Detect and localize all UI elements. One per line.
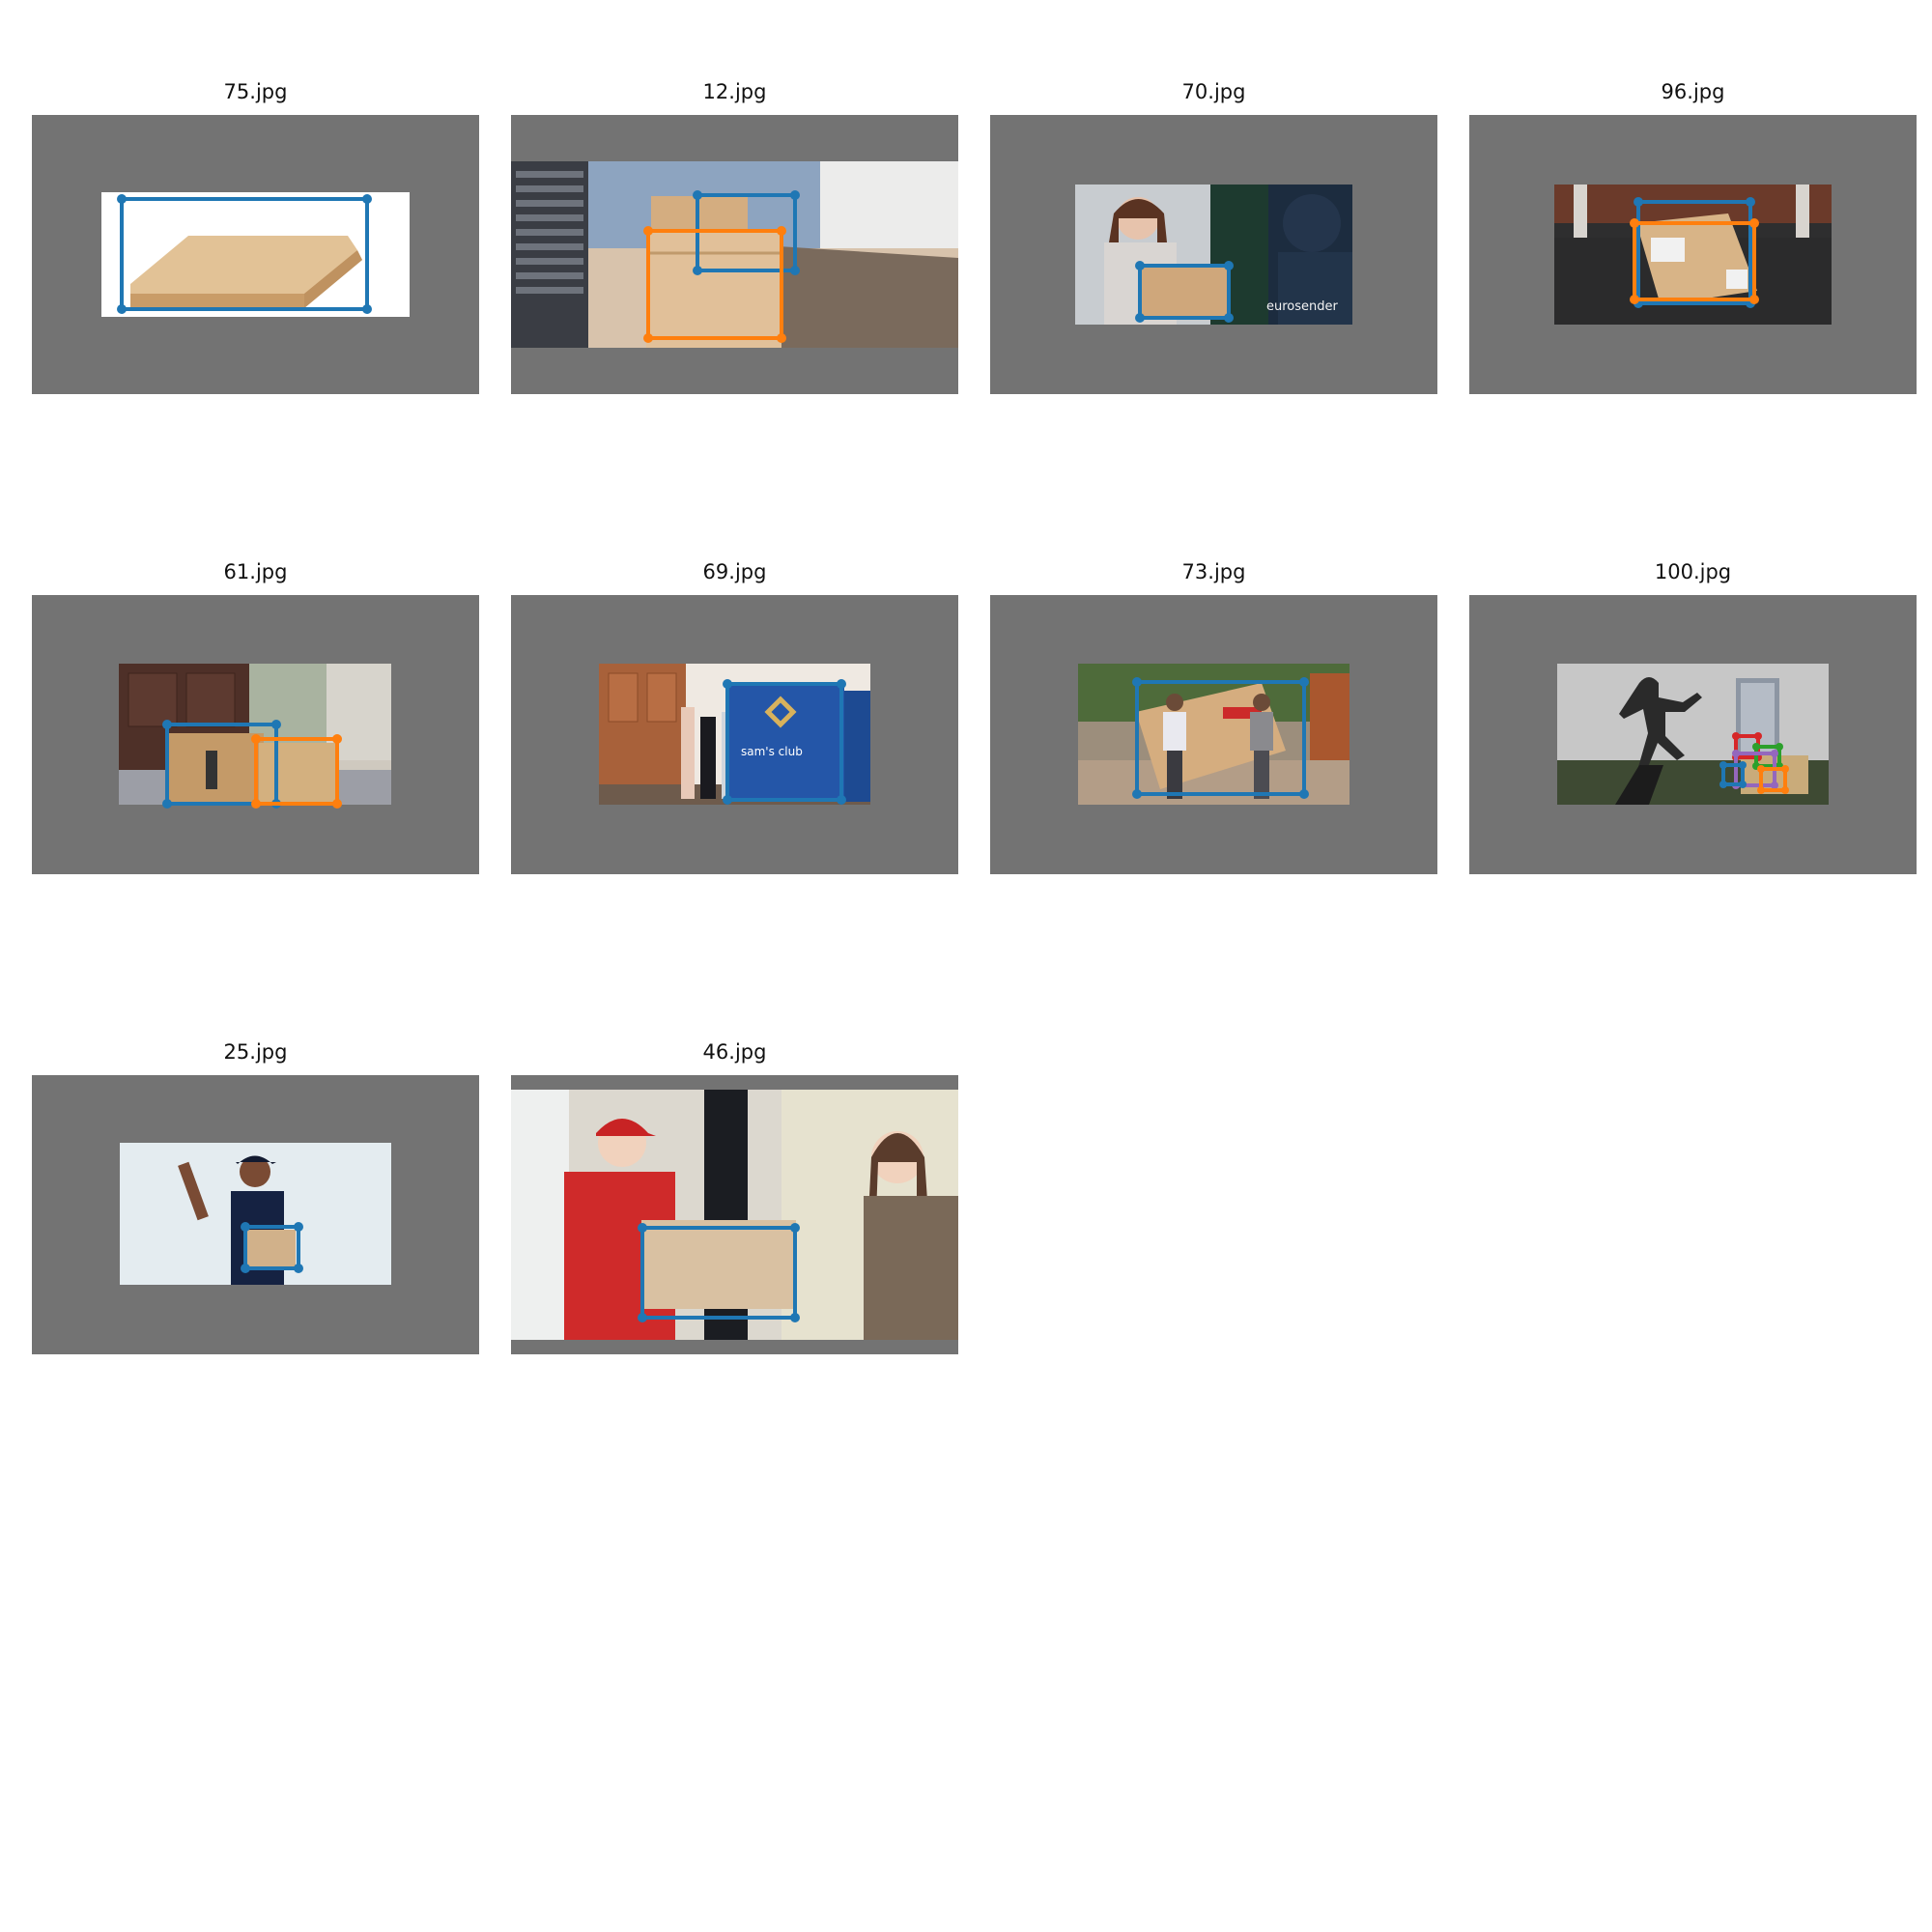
image-title: 73.jpg — [1181, 560, 1246, 583]
watermark-sams-club: sam's club — [741, 745, 803, 758]
grid-cell-6: 69.jpg sam's club — [511, 560, 958, 879]
photo-shadow-thief — [1557, 664, 1829, 805]
image-title: 75.jpg — [223, 80, 288, 103]
photo-labelled-parcel — [1554, 185, 1832, 325]
grid-cell-8: 100.jpg — [1469, 560, 1917, 879]
image-frame — [32, 1075, 479, 1354]
grid-cell-2: 12.jpg — [511, 80, 958, 399]
image-frame: sam's club — [511, 595, 958, 874]
image-frame — [1469, 115, 1917, 394]
photo-woman-receiving: eurosender — [1075, 185, 1352, 325]
photo-men-large-box — [1078, 664, 1350, 805]
image-title: 69.jpg — [702, 560, 767, 583]
image-title: 12.jpg — [702, 80, 767, 103]
image-frame — [32, 115, 479, 394]
image-frame — [511, 115, 958, 394]
image-title: 25.jpg — [223, 1040, 288, 1064]
grid-cell-9: 25.jpg — [32, 1040, 479, 1359]
grid-cell-3: 70.jpg eurosender — [990, 80, 1437, 399]
grid-cell-5: 61.jpg — [32, 560, 479, 879]
image-frame — [511, 1075, 958, 1354]
watermark-eurosender: eurosender — [1266, 299, 1338, 314]
photo-door-parcels — [119, 664, 391, 805]
grid-cell-1: 75.jpg — [32, 80, 479, 399]
image-title: 61.jpg — [223, 560, 288, 583]
image-frame — [32, 595, 479, 874]
image-title: 96.jpg — [1661, 80, 1725, 103]
photo-sams-club-box: sam's club — [599, 664, 870, 805]
image-frame — [990, 595, 1437, 874]
grid-cell-4: 96.jpg — [1469, 80, 1917, 399]
image-frame: eurosender — [990, 115, 1437, 394]
grid-cell-10: 46.jpg — [511, 1040, 958, 1359]
image-title: 70.jpg — [1181, 80, 1246, 103]
image-frame — [1469, 595, 1917, 874]
image-title: 100.jpg — [1654, 560, 1732, 583]
photo-pizza-box — [101, 192, 410, 317]
photo-doorstep-parcels — [511, 161, 958, 348]
grid-cell-7: 73.jpg — [990, 560, 1437, 879]
photo-courier-parcel — [120, 1143, 391, 1285]
photo-masked-courier — [511, 1090, 958, 1340]
image-title: 46.jpg — [702, 1040, 767, 1064]
